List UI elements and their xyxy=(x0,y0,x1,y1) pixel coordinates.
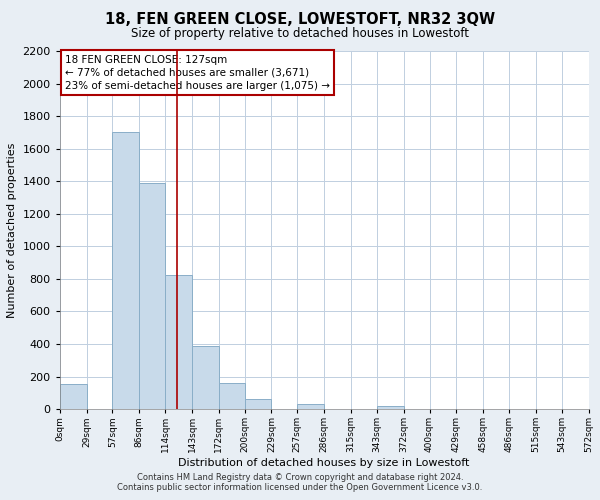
Text: 18, FEN GREEN CLOSE, LOWESTOFT, NR32 3QW: 18, FEN GREEN CLOSE, LOWESTOFT, NR32 3QW xyxy=(105,12,495,28)
Bar xyxy=(245,398,271,409)
X-axis label: Distribution of detached houses by size in Lowestoft: Distribution of detached houses by size … xyxy=(178,458,470,468)
Text: 18 FEN GREEN CLOSE: 127sqm
← 77% of detached houses are smaller (3,671)
23% of s: 18 FEN GREEN CLOSE: 127sqm ← 77% of deta… xyxy=(65,54,330,91)
Text: Contains HM Land Registry data © Crown copyright and database right 2024.
Contai: Contains HM Land Registry data © Crown c… xyxy=(118,473,482,492)
Bar xyxy=(60,384,86,409)
Text: Size of property relative to detached houses in Lowestoft: Size of property relative to detached ho… xyxy=(131,28,469,40)
Bar xyxy=(219,383,245,409)
Bar xyxy=(165,275,192,409)
Bar xyxy=(192,346,219,409)
Bar xyxy=(139,183,165,409)
Bar xyxy=(112,132,139,409)
Bar xyxy=(298,404,324,409)
Bar xyxy=(377,406,404,409)
Y-axis label: Number of detached properties: Number of detached properties xyxy=(7,142,17,318)
